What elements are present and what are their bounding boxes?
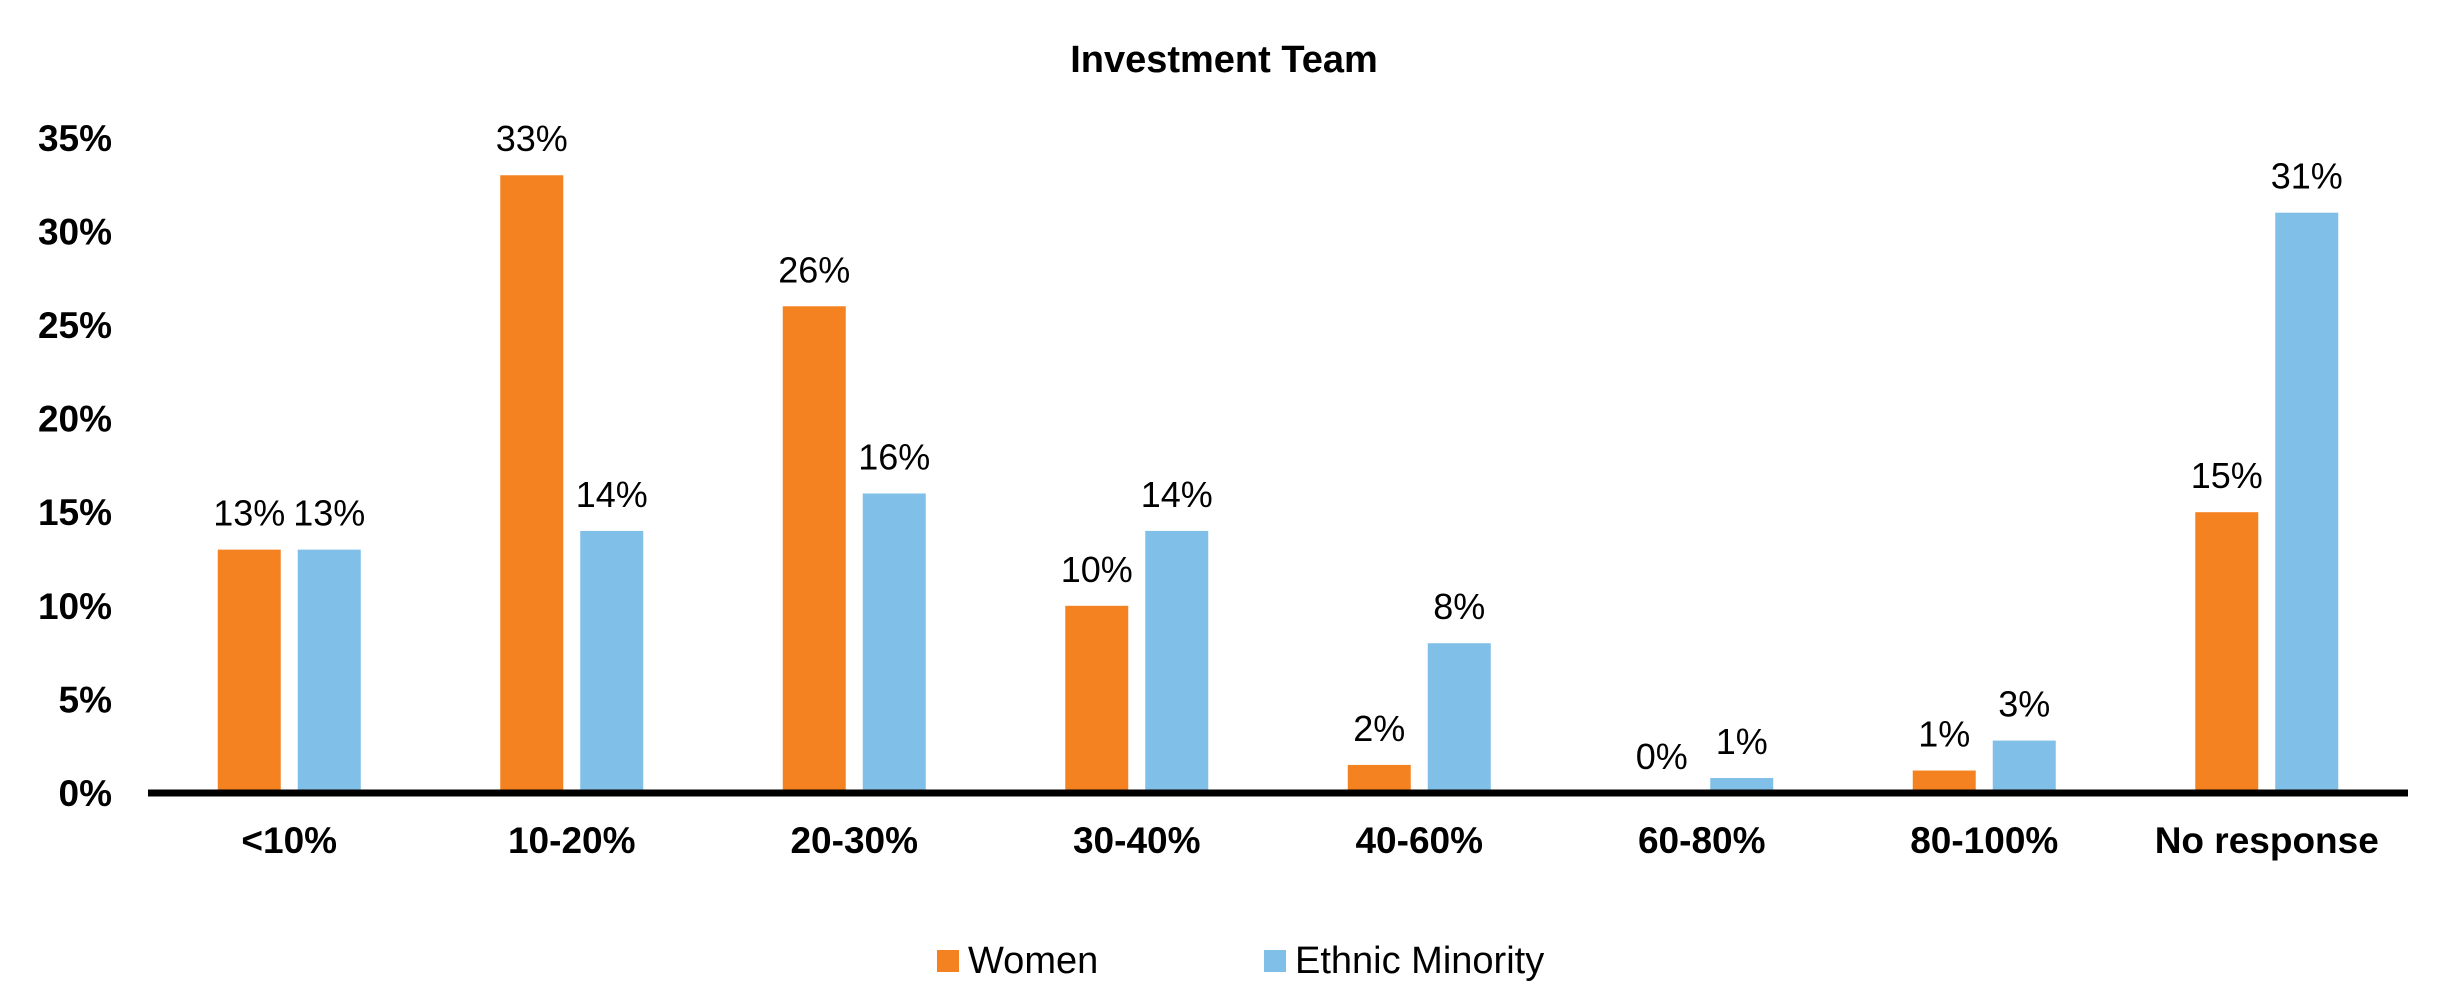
data-labels-group: 13% 13%33%14%26%16%10%14%2%8%0% 1% 1%3%15%3…: [213, 118, 2343, 777]
x-tick-label: No response: [2155, 820, 2379, 861]
data-label: 14%: [1141, 474, 1213, 515]
data-label: 16%: [858, 436, 930, 477]
data-label: 10%: [1061, 549, 1133, 590]
data-label: 14%: [576, 474, 648, 515]
data-label: 31%: [2271, 156, 2343, 197]
y-tick-label: 35%: [38, 118, 112, 159]
legend-label: Women: [968, 940, 1098, 982]
x-tick-label: 10-20%: [508, 820, 636, 861]
bar-ethnic-minority: [297, 549, 361, 793]
x-tick-label: 30-40%: [1073, 820, 1201, 861]
data-label: 3%: [1998, 684, 2050, 725]
bar-ethnic-minority: [580, 530, 644, 793]
data-label: 13%: [293, 493, 365, 534]
x-axis: <10% 10-20% 20-30% 30-40% 40-60% 60-80% 80-100…: [241, 820, 2378, 861]
x-tick-label: 60-80%: [1638, 820, 1766, 861]
x-tick-label: 40-60%: [1355, 820, 1483, 861]
data-label: 26%: [778, 249, 850, 290]
bar-ethnic-minority: [1145, 530, 1209, 793]
bar-ethnic-minority: [1710, 778, 1774, 793]
data-label: 13%: [213, 493, 285, 534]
legend-swatch: [1264, 950, 1286, 972]
data-label: 1%: [1716, 721, 1768, 762]
legend-swatch: [937, 950, 959, 972]
bar-ethnic-minority: [862, 493, 926, 793]
y-tick-label: 15%: [38, 492, 112, 533]
y-tick-label: 10%: [38, 586, 112, 627]
x-tick-label: <10%: [241, 820, 337, 861]
legend: Women Ethnic Minority: [937, 940, 1544, 982]
bar-women: [217, 549, 281, 793]
y-tick-label: 25%: [38, 305, 112, 346]
y-tick-label: 30%: [38, 211, 112, 252]
y-tick-label: 20%: [38, 399, 112, 440]
y-axis: 0% 5% 10% 15% 20% 25% 30% 35%: [38, 118, 112, 814]
data-label: 15%: [2191, 455, 2263, 496]
bar-ethnic-minority: [1992, 740, 2056, 793]
data-label: 33%: [496, 118, 568, 159]
bar-women: [1347, 764, 1411, 793]
legend-label: Ethnic Minority: [1295, 940, 1544, 982]
y-tick-label: 5%: [59, 679, 112, 720]
bar-ethnic-minority: [1427, 643, 1491, 793]
data-label: 1%: [1918, 714, 1970, 755]
bar-women: [1065, 605, 1129, 793]
x-tick-label: 20-30%: [790, 820, 918, 861]
bars-group: [217, 175, 2339, 794]
bar-women: [1912, 770, 1976, 793]
data-label: 2%: [1353, 708, 1405, 749]
data-label: 8%: [1433, 586, 1485, 627]
data-label: 0%: [1636, 736, 1688, 777]
y-tick-label: 0%: [59, 773, 112, 814]
bar-women: [500, 175, 564, 794]
bar-ethnic-minority: [2275, 212, 2339, 793]
bar-women: [2195, 512, 2259, 793]
chart-title: Investment Team: [1070, 39, 1378, 81]
bar-women: [782, 306, 846, 793]
x-tick-label: 80-100%: [1910, 820, 2058, 861]
